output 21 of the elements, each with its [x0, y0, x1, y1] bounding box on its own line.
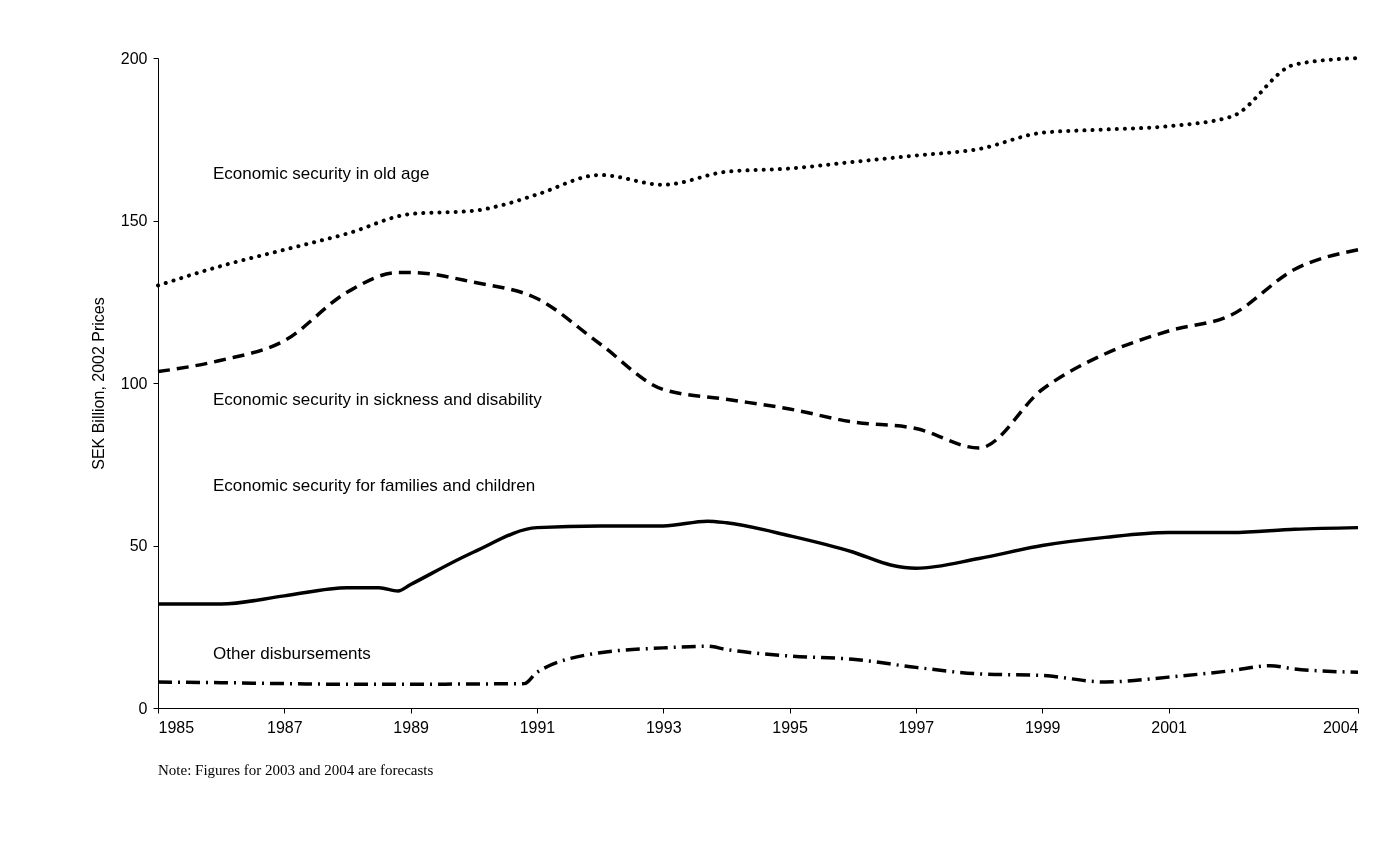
x-tick-label: 1995 [772, 718, 808, 736]
x-tick-label: 2004 [1322, 718, 1359, 736]
x-tick-label: 1993 [645, 718, 682, 736]
y-tick-label: 150 [120, 212, 148, 229]
series-label: Economic security for families and children [213, 476, 536, 495]
series-label: Economic security in old age [213, 163, 430, 183]
y-tick-label: 200 [120, 49, 148, 67]
y-tick-label: 100 [120, 374, 148, 392]
series-label: Other disbursements [213, 644, 371, 663]
x-tick-label: 2001 [1151, 718, 1187, 736]
y-axis-title: SEK Billion, 2002 Prices [89, 297, 107, 470]
x-tick-label: 1985 [158, 718, 195, 736]
text: Note: Figures for 2003 and 2004 are forecasts [158, 762, 434, 778]
x-tick-label: 1987 [267, 718, 303, 736]
y-tick-label: 0 [138, 699, 148, 717]
series-label: Economic security in sickness and disability [213, 389, 543, 409]
y-tick-label: 50 [129, 537, 148, 554]
x-tick-label: 1989 [393, 718, 430, 736]
x-tick-label: 1991 [519, 718, 556, 736]
x-tick-label: 1999 [1024, 718, 1061, 736]
x-tick-label: 1997 [898, 718, 935, 736]
